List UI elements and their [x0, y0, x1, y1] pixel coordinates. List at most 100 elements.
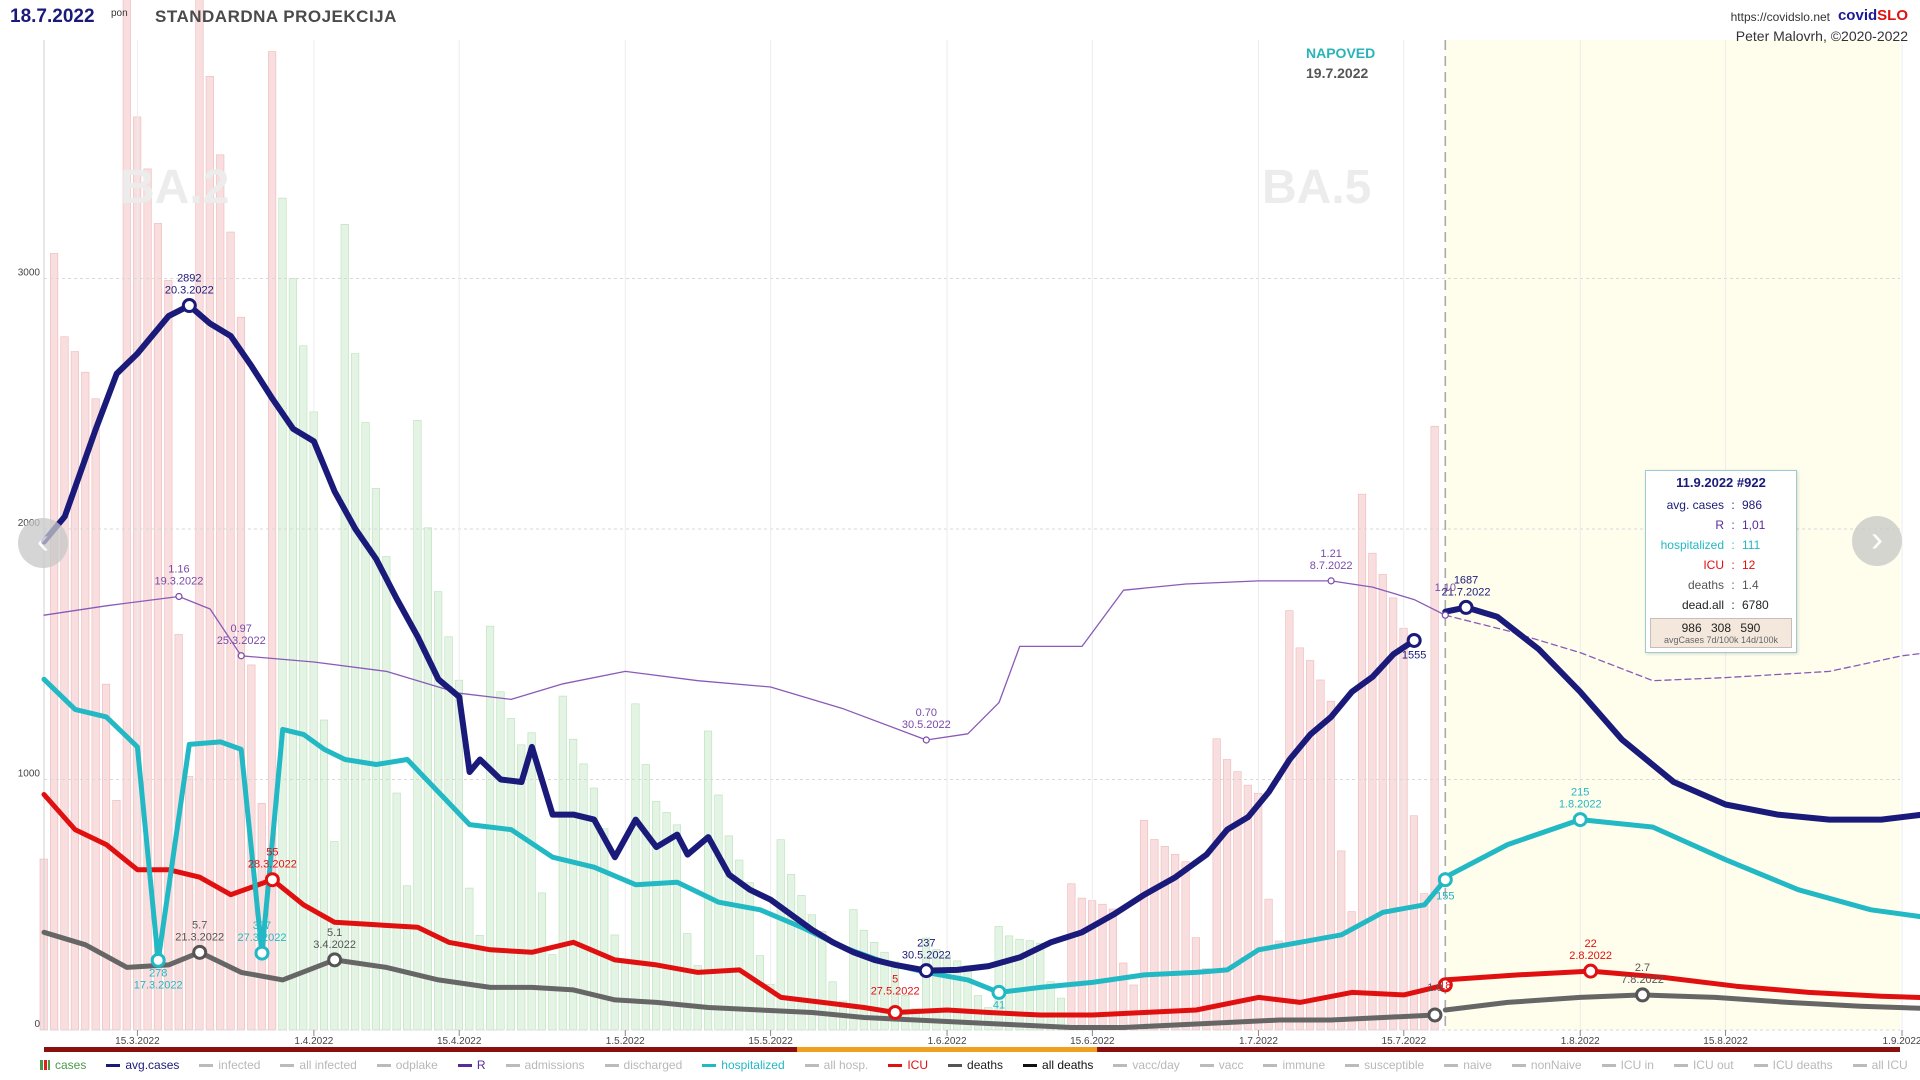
tooltip-row: ICU:12 — [1646, 555, 1796, 575]
legend-item-all-hosp-[interactable]: all hosp. — [804, 1056, 868, 1074]
legend-label: nonNaive — [1530, 1058, 1582, 1072]
tooltip-row-label: R — [1715, 518, 1724, 532]
annotation-date: 27.5.2022 — [871, 985, 920, 997]
cases-bar — [1223, 759, 1232, 1031]
y-tick-label: 0 — [34, 1019, 40, 1030]
cases-bar — [361, 422, 370, 1031]
legend-item-icu-out[interactable]: ICU out — [1673, 1056, 1734, 1074]
legend-swatch — [604, 1063, 619, 1067]
legend-item-icu-deaths[interactable]: ICU deaths — [1753, 1056, 1833, 1074]
legend-label: R — [476, 1058, 486, 1072]
cases-bar — [1202, 968, 1211, 1031]
annotation-marker — [237, 652, 245, 660]
cases-bar — [351, 353, 360, 1031]
annotation-marker — [192, 944, 208, 960]
cases-bar — [610, 934, 619, 1031]
annotation-value: 55 — [266, 847, 278, 859]
legend-item-r[interactable]: R — [457, 1056, 486, 1074]
cases-bar — [434, 591, 443, 1031]
legend-label: avg.cases — [125, 1058, 180, 1072]
projection-title: STANDARDNA PROJEKCIJA — [155, 7, 397, 26]
legend-item-nonnaive[interactable]: nonNaive — [1511, 1056, 1582, 1074]
prev-arrow-button[interactable]: ‹ — [18, 518, 68, 568]
legend-item-hospitalized[interactable]: hospitalized — [702, 1056, 785, 1074]
legend-item-icu-in[interactable]: ICU in — [1601, 1056, 1654, 1074]
legend-item-discharged[interactable]: discharged — [604, 1056, 682, 1074]
x-tick-label: 1.9.2022 — [1883, 1036, 1920, 1047]
legend-item-vacc-day[interactable]: vacc/day — [1113, 1056, 1180, 1074]
cases-bar — [444, 636, 453, 1031]
tooltip-footer-caption: avgCases 7d/100k 14d/100k — [1663, 635, 1779, 645]
annotation-value: 1.16 — [168, 563, 189, 575]
cases-bar — [216, 154, 225, 1031]
legend-item-vacc[interactable]: vacc — [1199, 1056, 1243, 1074]
legend-item-cases[interactable]: cases — [40, 1056, 86, 1074]
variant-label-ba2: BA.2 — [120, 161, 230, 214]
legend-item-naive[interactable]: naive — [1444, 1056, 1492, 1074]
cases-bar — [1420, 893, 1429, 1031]
x-tick-label: 1.6.2022 — [928, 1036, 967, 1047]
legend-item-all-deaths[interactable]: all deaths — [1023, 1056, 1093, 1074]
legend-swatch — [1852, 1063, 1867, 1067]
annotation-marker — [922, 736, 930, 744]
series-line-deaths — [41, 929, 1438, 1030]
legend-item-admissions[interactable]: admissions — [505, 1056, 585, 1074]
legend-item-icu[interactable]: ICU — [888, 1056, 928, 1074]
legend-swatch — [804, 1063, 819, 1067]
next-arrow-button[interactable]: › — [1852, 516, 1902, 566]
annotation-value: 1.0 — [1427, 982, 1442, 994]
tooltip-row-label: deaths — [1687, 578, 1724, 592]
legend-swatch — [702, 1063, 717, 1067]
x-tick-label: 1.4.2022 — [294, 1036, 333, 1047]
x-tick-label: 15.3.2022 — [115, 1036, 160, 1047]
annotation-marker — [181, 298, 197, 314]
legend-label: odplake — [395, 1058, 438, 1072]
x-tick-label: 1.7.2022 — [1239, 1036, 1278, 1047]
legend: cases avg.cases infected all infected odplak… — [40, 1056, 1920, 1074]
legend-swatch — [280, 1063, 295, 1067]
legend-swatch — [1023, 1063, 1038, 1067]
annotation-icu-forecast: 222.8.2022 — [1569, 938, 1612, 979]
site-url[interactable]: https://covidslo.net — [1730, 10, 1830, 24]
annotation-avg-cases: 1555 — [1402, 632, 1426, 661]
legend-label: deaths — [967, 1058, 1004, 1072]
legend-swatch — [1199, 1063, 1214, 1067]
legend-item-avg-cases[interactable]: avg.cases — [106, 1056, 179, 1074]
legend-item-susceptible[interactable]: susceptible — [1345, 1056, 1424, 1074]
cases-bar — [849, 909, 858, 1031]
current-date: 18.7.2022 — [10, 6, 95, 27]
tooltip-row-separator: : — [1731, 558, 1735, 572]
cases-bar — [1160, 845, 1169, 1031]
cases-bar — [579, 763, 588, 1031]
tooltip-row-label: avg. cases — [1666, 498, 1724, 512]
legend-swatch — [1511, 1063, 1526, 1067]
legend-item-all-infected[interactable]: all infected — [280, 1056, 357, 1074]
cases-bar — [1005, 935, 1014, 1031]
annotation-date: 21.7.2022 — [1442, 586, 1491, 598]
legend-item-deaths[interactable]: deaths — [948, 1056, 1003, 1074]
annotation-date: 20.3.2022 — [165, 285, 214, 297]
annotation-value: 0.97 — [231, 623, 252, 635]
legend-item-immune[interactable]: immune — [1263, 1056, 1325, 1074]
annotation-date: 19.3.2022 — [154, 575, 203, 587]
legend-swatch — [457, 1063, 472, 1067]
cases-bar — [205, 76, 214, 1031]
cases-bar — [101, 683, 111, 1031]
cases-bar — [70, 351, 79, 1031]
annotation-date: 8.7.2022 — [1310, 560, 1353, 572]
current-weekday: pon — [111, 8, 128, 19]
legend-item-all-icu[interactable]: all ICU — [1852, 1056, 1908, 1074]
legend-swatch — [1263, 1063, 1278, 1067]
legend-item-odplake[interactable]: odplake — [376, 1056, 438, 1074]
cases-bar — [1077, 897, 1086, 1031]
tooltip-row-separator: : — [1731, 518, 1735, 532]
annotation-marker — [327, 952, 343, 968]
cases-bar — [1347, 911, 1356, 1031]
cases-bar — [1129, 984, 1138, 1031]
timeline-strip-segment — [797, 1047, 1098, 1052]
annotation-marker — [1437, 977, 1453, 993]
annotation-value: 2.7 — [1635, 962, 1650, 974]
legend-item-infected[interactable]: infected — [199, 1056, 260, 1074]
